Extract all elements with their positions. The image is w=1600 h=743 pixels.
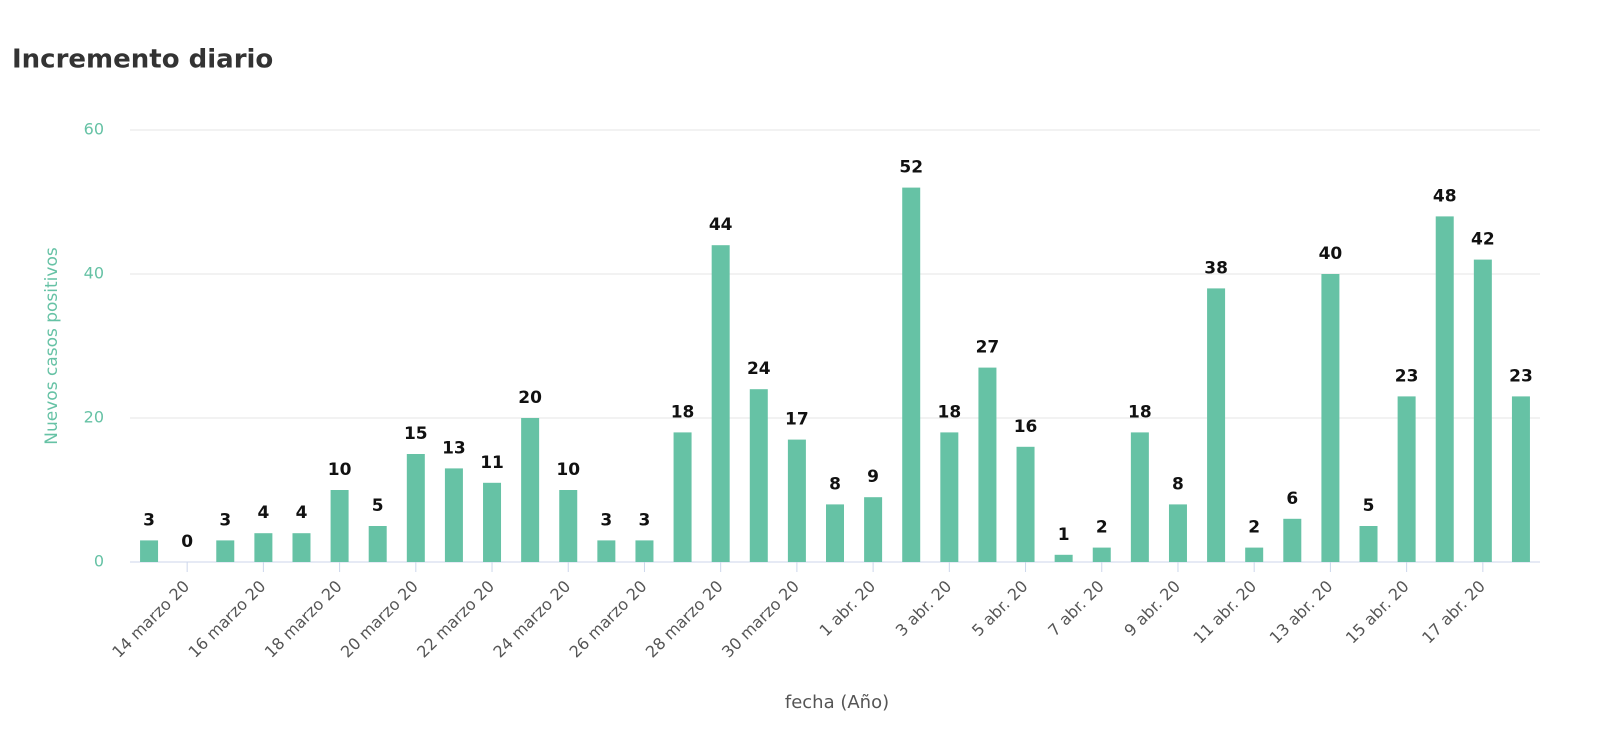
data-label: 8: [1172, 474, 1184, 494]
data-label: 44: [709, 215, 733, 235]
bar: [1130, 432, 1149, 562]
bar: [521, 418, 540, 562]
y-tick-label: 20: [84, 408, 104, 427]
data-label: 48: [1433, 186, 1457, 206]
data-label: 3: [600, 510, 612, 530]
bar: [597, 540, 616, 562]
data-label: 0: [181, 532, 193, 552]
data-label: 4: [296, 503, 308, 523]
y-tick-label: 40: [84, 264, 104, 283]
data-label: 20: [518, 388, 542, 408]
data-label: 13: [442, 438, 466, 458]
bar: [1397, 396, 1416, 562]
data-label: 40: [1319, 244, 1343, 264]
data-label: 17: [785, 410, 809, 430]
x-tick-label: 24 marzo 20: [489, 577, 574, 662]
data-label: 8: [829, 474, 841, 494]
data-label: 23: [1395, 366, 1419, 386]
chart-title: Incremento diario: [12, 45, 273, 75]
x-tick-label: 7 abr. 20: [1044, 577, 1108, 641]
bar: [1016, 446, 1035, 562]
bar: [826, 504, 844, 562]
data-label: 27: [976, 338, 1000, 358]
bar: [978, 367, 997, 562]
x-tick-label: 26 marzo 20: [566, 577, 651, 662]
bar: [635, 540, 654, 562]
bar: [292, 533, 311, 562]
data-label: 4: [257, 503, 269, 523]
bar: [1473, 259, 1492, 562]
bar: [1245, 547, 1264, 562]
data-label: 24: [747, 359, 771, 379]
bar: [444, 468, 463, 562]
x-tick-label: 30 marzo 20: [718, 577, 803, 662]
data-label: 18: [1128, 402, 1152, 422]
bar: [864, 497, 883, 562]
data-label: 15: [404, 424, 428, 444]
x-tick-label: 17 abr. 20: [1418, 577, 1489, 648]
bar: [406, 454, 425, 562]
x-tick-label: 28 marzo 20: [642, 577, 727, 662]
x-tick-label: 20 marzo 20: [337, 577, 422, 662]
data-label: 3: [639, 510, 651, 530]
x-tick-label: 3 abr. 20: [892, 577, 956, 641]
x-tick-label: 15 abr. 20: [1342, 577, 1413, 648]
bar: [749, 389, 768, 562]
data-label: 18: [671, 402, 695, 422]
bar: [1435, 216, 1454, 562]
x-tick-label: 18 marzo 20: [261, 577, 346, 662]
data-label: 10: [328, 460, 352, 480]
x-tick-label: 14 marzo 20: [108, 577, 193, 662]
bar: [140, 540, 159, 562]
data-label: 52: [899, 158, 923, 178]
bar: [368, 526, 387, 562]
bar: [559, 490, 578, 562]
x-tick-label: 9 abr. 20: [1120, 577, 1184, 641]
bar: [1207, 288, 1226, 562]
data-label: 1: [1058, 525, 1070, 545]
data-label: 16: [1014, 417, 1038, 437]
data-label: 2: [1096, 518, 1108, 538]
x-tick-label: 1 abr. 20: [816, 577, 880, 641]
y-tick-label: 0: [94, 552, 104, 571]
data-label: 10: [556, 460, 580, 480]
x-tick-label: 5 abr. 20: [968, 577, 1032, 641]
bar: [1054, 554, 1073, 562]
data-label: 18: [937, 402, 961, 422]
data-label: 38: [1204, 258, 1228, 278]
data-label: 3: [143, 510, 155, 530]
x-axis-label: fecha (Año): [785, 692, 889, 713]
data-label: 9: [867, 467, 879, 487]
bar: [711, 245, 730, 562]
bar: [254, 533, 273, 562]
bar: [940, 432, 959, 562]
bar: [787, 439, 806, 562]
x-tick-label: 11 abr. 20: [1189, 577, 1260, 648]
bar: [1511, 396, 1530, 562]
bar: [483, 482, 502, 562]
x-tick-label: 13 abr. 20: [1266, 577, 1337, 648]
data-label: 42: [1471, 230, 1495, 250]
data-label: 3: [219, 510, 231, 530]
x-tick-label: 22 marzo 20: [413, 577, 498, 662]
data-label: 5: [372, 496, 384, 516]
data-label: 2: [1248, 518, 1260, 538]
bar: [1092, 547, 1111, 562]
y-tick-label: 60: [84, 120, 104, 139]
data-label: 23: [1509, 366, 1533, 386]
bar: [1283, 518, 1302, 562]
bar: [902, 187, 921, 562]
bar: [1359, 526, 1378, 562]
y-axis-label: Nuevos casos positivos: [42, 247, 62, 445]
data-label: 6: [1286, 489, 1298, 509]
bar: [330, 490, 349, 562]
bar: [1168, 504, 1187, 562]
bar: [1321, 274, 1340, 562]
data-label: 11: [480, 453, 504, 473]
bar: [673, 432, 692, 562]
bar: [216, 540, 235, 562]
x-tick-label: 16 marzo 20: [185, 577, 270, 662]
data-label: 5: [1363, 496, 1375, 516]
